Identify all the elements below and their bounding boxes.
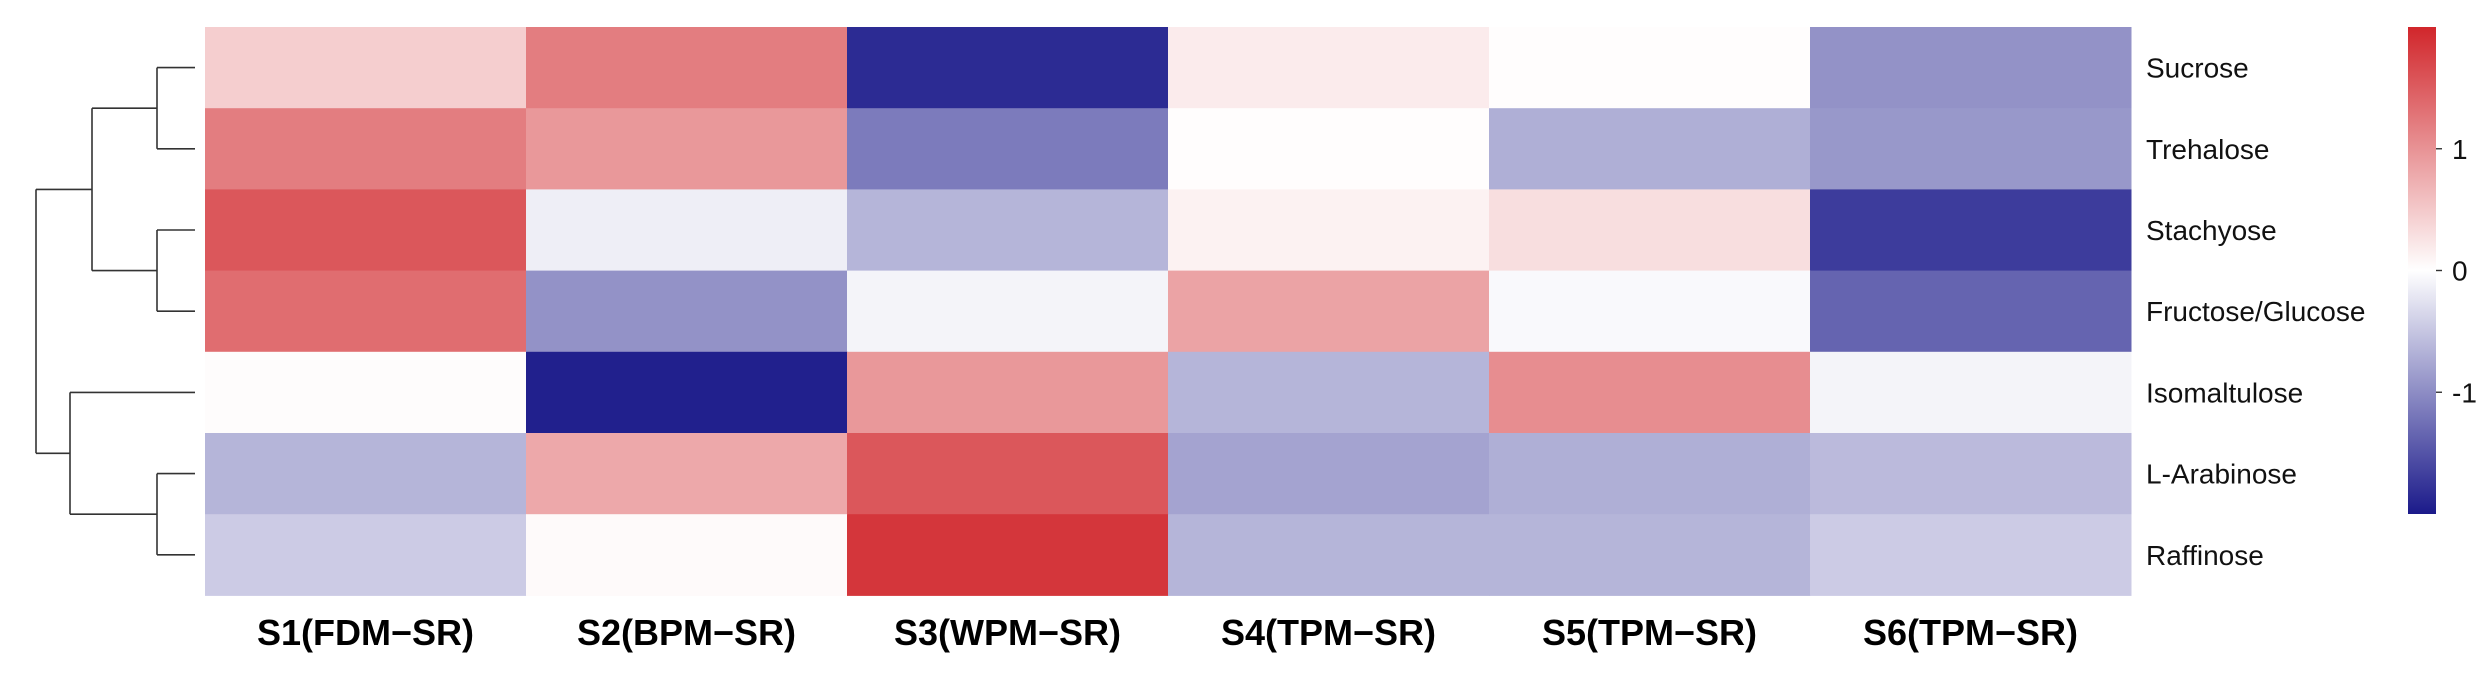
heatmap-cell — [1810, 108, 2132, 190]
heatmap-cell — [1489, 27, 1811, 109]
heatmap-cell — [1489, 189, 1811, 272]
row-label: Fructose/Glucose — [2146, 296, 2365, 327]
heatmap-cell — [205, 433, 527, 515]
heatmap-cells — [205, 27, 2132, 596]
row-label: Isomaltulose — [2146, 377, 2303, 408]
color-legend: 1 0 -1 — [2408, 27, 2477, 514]
heatmap-cell — [205, 514, 527, 596]
heatmap-cell — [205, 189, 527, 272]
legend-color-bar — [2408, 27, 2436, 514]
column-label: S1(FDM−SR) — [257, 612, 474, 653]
heatmap-cell — [1168, 27, 1490, 109]
heatmap-cell — [1168, 189, 1490, 272]
heatmap-cell — [1810, 27, 2132, 109]
heatmap-cell — [847, 108, 1169, 190]
heatmap-cell — [1168, 514, 1490, 596]
heatmap-cell — [1168, 433, 1490, 515]
column-label: S6(TPM−SR) — [1863, 612, 2078, 653]
heatmap-cell — [1810, 433, 2132, 515]
heatmap-cell — [1168, 351, 1490, 434]
heatmap-cell — [526, 27, 848, 109]
heatmap-cell — [1489, 433, 1811, 515]
legend-tick-label: -1 — [2452, 377, 2477, 408]
heatmap-cell — [205, 351, 527, 434]
heatmap-cell — [847, 27, 1169, 109]
heatmap-cell — [847, 351, 1169, 434]
heatmap-cell — [1810, 351, 2132, 434]
legend-tick-label: 1 — [2452, 134, 2468, 165]
heatmap-cell — [1810, 270, 2132, 353]
heatmap-cell — [205, 270, 527, 353]
row-label: Raffinose — [2146, 540, 2264, 571]
heatmap-cell — [847, 433, 1169, 515]
heatmap-cell — [1489, 108, 1811, 190]
heatmap-cell — [1168, 270, 1490, 353]
column-label: S4(TPM−SR) — [1221, 612, 1436, 653]
heatmap-cell — [847, 189, 1169, 272]
row-labels: Sucrose Trehalose Stachyose Fructose/Glucos… — [2146, 53, 2365, 571]
heatmap-cell — [1489, 270, 1811, 353]
heatmap-cell — [847, 514, 1169, 596]
row-label: Sucrose — [2146, 53, 2249, 84]
heatmap-cell — [526, 108, 848, 190]
heatmap-cell — [1489, 514, 1811, 596]
heatmap-cell — [1810, 189, 2132, 272]
heatmap-cell — [205, 108, 527, 190]
heatmap-cell — [526, 351, 848, 434]
heatmap-cell — [1168, 108, 1490, 190]
heatmap-cell — [526, 189, 848, 272]
heatmap-cell — [526, 514, 848, 596]
heatmap-cell — [526, 270, 848, 353]
heatmap-cell — [205, 27, 527, 109]
row-label: L-Arabinose — [2146, 459, 2297, 490]
column-label: S5(TPM−SR) — [1542, 612, 1757, 653]
heatmap-cell — [1810, 514, 2132, 596]
column-label: S2(BPM−SR) — [577, 612, 796, 653]
column-labels: S1(FDM−SR) S2(BPM−SR) S3(WPM−SR) S4(TPM−SR)… — [257, 612, 2078, 653]
legend-tick-label: 0 — [2452, 256, 2468, 287]
row-dendrogram — [35, 66, 195, 556]
row-label: Stachyose — [2146, 215, 2277, 246]
column-label: S3(WPM−SR) — [894, 612, 1121, 653]
row-label: Trehalose — [2146, 134, 2269, 165]
heatmap-cell — [526, 433, 848, 515]
heatmap-cell — [847, 270, 1169, 353]
heatmap-cell — [1489, 351, 1811, 434]
